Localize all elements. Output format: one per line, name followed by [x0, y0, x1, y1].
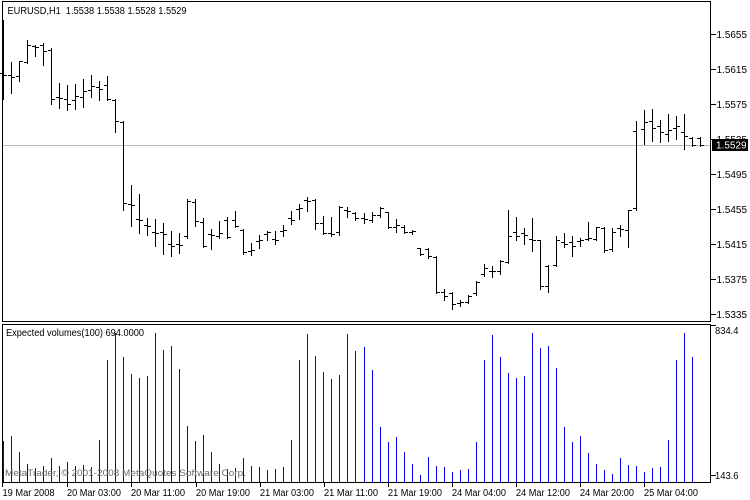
svg-text:20 Mar 11:00: 20 Mar 11:00 — [131, 488, 185, 499]
svg-text:1.5655: 1.5655 — [717, 30, 748, 41]
svg-text:20 Mar 03:00: 20 Mar 03:00 — [67, 488, 121, 499]
svg-text:24 Mar 12:00: 24 Mar 12:00 — [516, 488, 570, 499]
svg-text:1.5575: 1.5575 — [717, 100, 748, 111]
svg-text:25 Mar 04:00: 25 Mar 04:00 — [644, 488, 698, 499]
svg-text:Expected volumes(100) 694.0000: Expected volumes(100) 694.0000 — [6, 328, 145, 339]
svg-text:19 Mar 2008: 19 Mar 2008 — [3, 488, 55, 499]
svg-text:20 Mar 19:00: 20 Mar 19:00 — [196, 488, 250, 499]
svg-text:24 Mar 04:00: 24 Mar 04:00 — [452, 488, 506, 499]
svg-text:MetaTrader, © 2001-2008 MetaQu: MetaTrader, © 2001-2008 MetaQuotes Softw… — [5, 468, 246, 479]
svg-text:1.5615: 1.5615 — [717, 65, 748, 76]
svg-text:834.4: 834.4 — [715, 326, 739, 337]
svg-text:1.5415: 1.5415 — [717, 240, 748, 251]
svg-text:1.5335: 1.5335 — [717, 310, 748, 321]
svg-text:21 Mar 03:00: 21 Mar 03:00 — [260, 488, 314, 499]
svg-text:EURUSD,H1 1.5538 1.5538 1.552: EURUSD,H1 1.5538 1.5538 1.5528 1.5529 — [8, 6, 187, 17]
svg-text:24 Mar 20:00: 24 Mar 20:00 — [580, 488, 634, 499]
svg-text:21 Mar 11:00: 21 Mar 11:00 — [324, 488, 378, 499]
svg-text:21 Mar 19:00: 21 Mar 19:00 — [388, 488, 442, 499]
svg-text:1.5375: 1.5375 — [717, 275, 748, 286]
svg-text:1.5529: 1.5529 — [716, 141, 747, 152]
svg-text:143.6: 143.6 — [715, 471, 739, 482]
svg-text:1.5495: 1.5495 — [717, 170, 748, 181]
svg-text:1.5455: 1.5455 — [717, 205, 748, 216]
